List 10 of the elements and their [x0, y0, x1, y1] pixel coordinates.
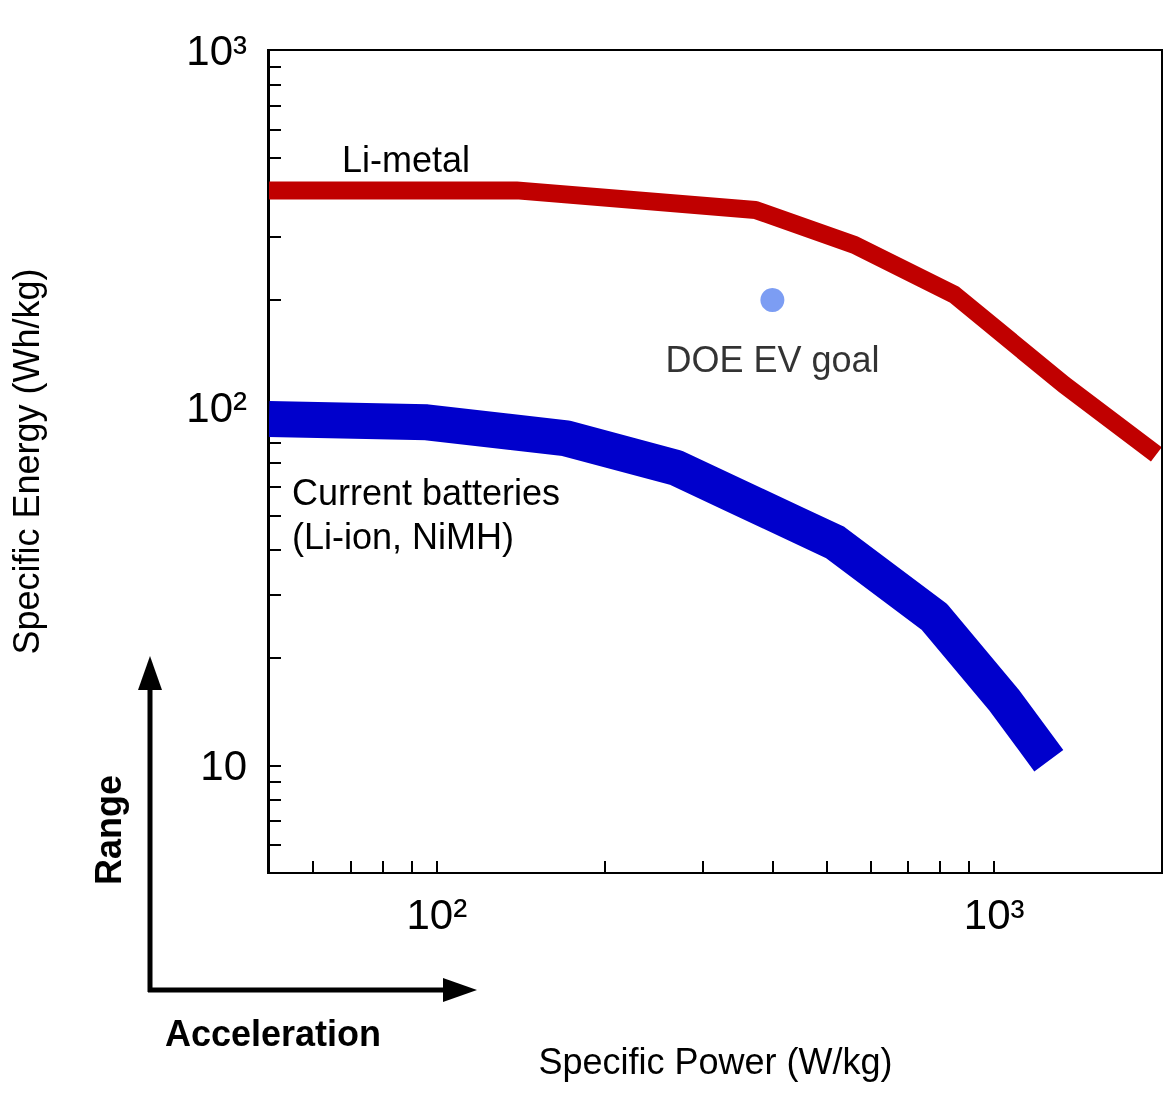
- series-label: Current batteries (Li-ion, NiMH): [292, 472, 561, 558]
- series-label: DOE EV goal: [665, 339, 880, 381]
- y-tick-label: 10³: [186, 26, 248, 74]
- x-axis-title: Specific Power (W/kg): [538, 1040, 893, 1082]
- y-tick-label: 10: [200, 741, 247, 789]
- y-axis-title: Specific Energy (Wh/kg): [5, 268, 47, 655]
- text: Range: [87, 775, 129, 886]
- series-label: Li-metal: [342, 138, 471, 180]
- text: Acceleration: [165, 1012, 382, 1054]
- y-tick-label: 10²: [186, 384, 248, 432]
